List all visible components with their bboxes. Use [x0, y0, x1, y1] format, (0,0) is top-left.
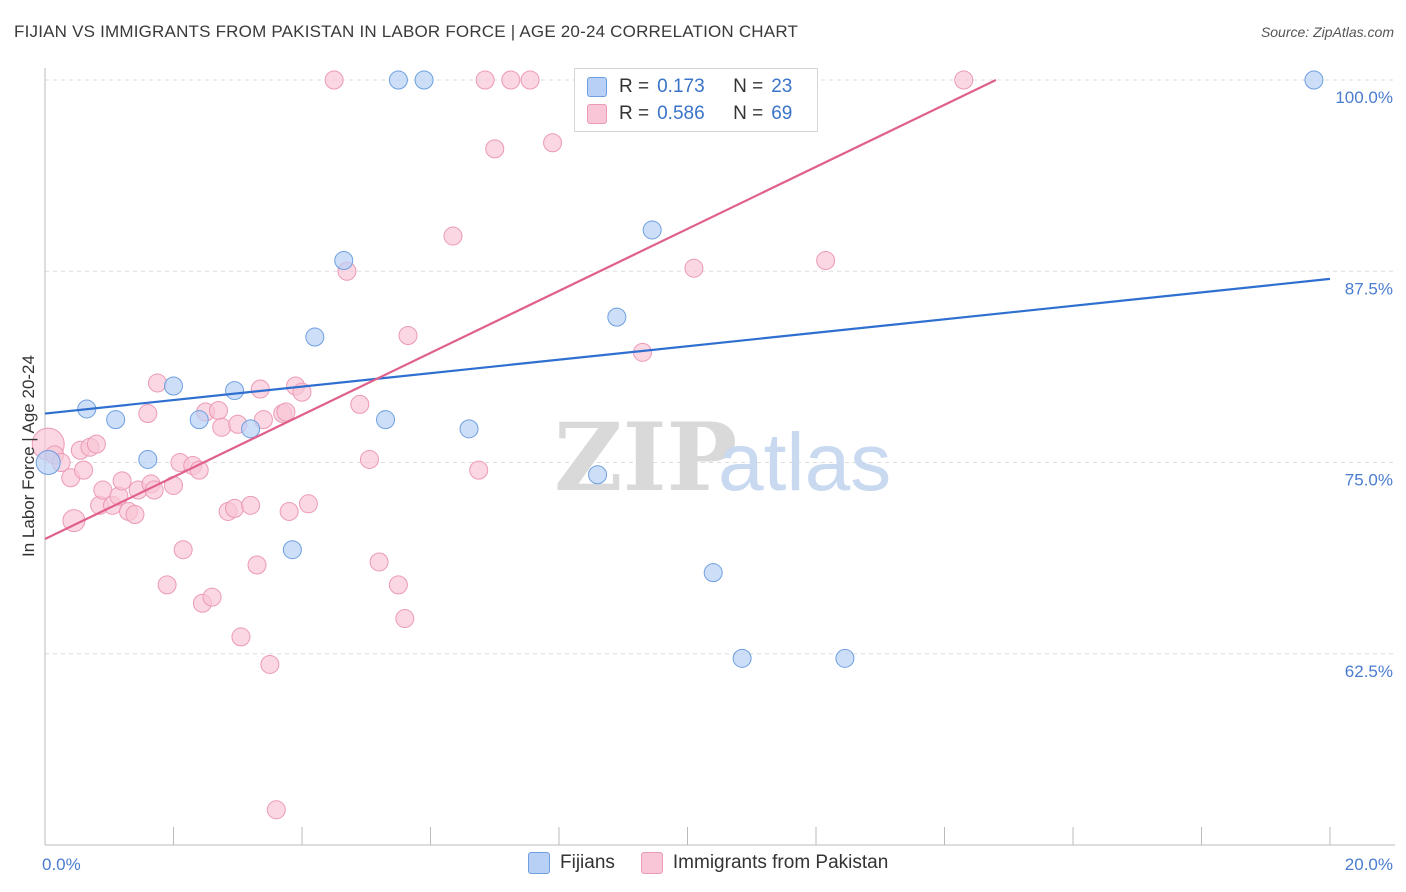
fijian-point[interactable] — [835, 648, 855, 668]
fijian-point[interactable] — [334, 251, 354, 271]
y-tick-label: 75.0% — [1345, 471, 1393, 490]
pakistan-point[interactable] — [298, 494, 318, 514]
pakistan-point[interactable] — [816, 251, 836, 271]
pakistan-point[interactable] — [138, 404, 158, 424]
n-label: N = — [733, 76, 764, 97]
pakistan-point[interactable] — [225, 498, 245, 518]
pakistan-point[interactable] — [157, 575, 177, 595]
source-label: Source: ZipAtlas.com — [1260, 24, 1394, 40]
fijian-point[interactable] — [189, 410, 209, 430]
fijian-point[interactable] — [106, 410, 126, 430]
watermark: ZIP atlas — [554, 403, 891, 513]
pakistan-point[interactable] — [202, 587, 222, 607]
pakistan-point[interactable] — [266, 800, 286, 820]
pakistan-point[interactable] — [74, 460, 94, 480]
fijian-point[interactable] — [607, 307, 627, 327]
y-tick-label: 87.5% — [1345, 279, 1393, 298]
pakistan-point[interactable] — [475, 70, 495, 90]
fijian-point[interactable] — [642, 220, 662, 240]
pakistan-swatch — [587, 104, 607, 124]
pakistan-point[interactable] — [86, 434, 106, 454]
n-value: 69 — [771, 103, 793, 124]
legend-label-fijians: Fijians — [560, 852, 615, 873]
legend-item-pakistan[interactable]: Immigrants from Pakistan — [640, 852, 889, 874]
fijian-point[interactable] — [459, 419, 479, 439]
x-tick-label: 0.0% — [42, 855, 81, 874]
pakistan-point[interactable] — [684, 258, 704, 278]
fijian-point[interactable] — [305, 327, 325, 347]
pakistan-point[interactable] — [208, 400, 228, 420]
stats-row-fijians: R = 0.173 N = 23 — [587, 74, 792, 100]
legend-label-pakistan: Immigrants from Pakistan — [672, 852, 889, 873]
series-legend: Fijians Immigrants from Pakistan — [528, 852, 914, 874]
pakistan-point[interactable] — [173, 540, 193, 560]
fijian-point[interactable] — [35, 450, 61, 475]
n-label: N = — [733, 103, 764, 124]
y-tick-label: 62.5% — [1345, 662, 1393, 681]
fijian-point[interactable] — [225, 381, 245, 401]
pakistan-point[interactable] — [260, 654, 280, 674]
pakistan-point[interactable] — [93, 480, 113, 500]
r-value: 0.586 — [657, 103, 705, 124]
pakistan-point[interactable] — [212, 417, 232, 437]
y-tick-label: 100.0% — [1335, 88, 1393, 107]
fijian-trend-line — [44, 277, 1331, 415]
watermark-zip: ZIP — [554, 403, 737, 513]
fijians-swatch — [528, 852, 550, 874]
fijian-point[interactable] — [282, 540, 302, 560]
pakistan-point[interactable] — [520, 70, 540, 90]
pakistan-point[interactable] — [125, 505, 145, 525]
fijian-point[interactable] — [588, 465, 608, 485]
fijian-point[interactable] — [388, 70, 408, 90]
pakistan-swatch — [640, 852, 663, 874]
pakistan-point[interactable] — [469, 460, 489, 480]
pakistan-point[interactable] — [350, 394, 370, 414]
pakistan-point[interactable] — [253, 410, 273, 430]
pakistan-point[interactable] — [324, 70, 344, 90]
pakistan-point[interactable] — [231, 627, 251, 647]
fijian-point[interactable] — [1304, 70, 1324, 90]
pakistan-point[interactable] — [388, 575, 408, 595]
pakistan-point[interactable] — [398, 326, 418, 346]
pakistan-point[interactable] — [147, 373, 167, 393]
pakistan-point[interactable] — [247, 555, 267, 575]
fijian-point[interactable] — [241, 419, 261, 439]
watermark-atlas: atlas — [718, 417, 891, 508]
pakistan-point[interactable] — [250, 379, 270, 399]
pakistan-point[interactable] — [276, 402, 296, 422]
fijian-point[interactable] — [703, 563, 723, 583]
r-label: R = — [619, 76, 650, 97]
pakistan-point[interactable] — [543, 133, 563, 153]
pakistan-point[interactable] — [279, 501, 299, 521]
stats-row-pakistan: R = 0.586 N = 69 — [587, 101, 792, 127]
x-tick-label: 20.0% — [1345, 855, 1393, 874]
fijian-point[interactable] — [376, 410, 396, 430]
fijian-point[interactable] — [164, 376, 183, 396]
stats-legend: R = 0.173 N = 23 R = 0.586 N = 69 — [574, 68, 818, 132]
n-value: 23 — [771, 76, 793, 97]
fijians-swatch — [587, 77, 607, 97]
fijian-point[interactable] — [732, 648, 752, 668]
pakistan-point[interactable] — [359, 449, 379, 469]
pakistan-point[interactable] — [501, 70, 521, 90]
pakistan-point[interactable] — [369, 552, 389, 572]
r-label: R = — [619, 103, 650, 124]
pakistan-point[interactable] — [112, 471, 132, 491]
pakistan-point[interactable] — [954, 70, 974, 90]
pakistan-point[interactable] — [241, 495, 261, 515]
legend-item-fijians[interactable]: Fijians — [528, 852, 615, 874]
pakistan-point[interactable] — [485, 139, 505, 159]
pakistan-point[interactable] — [395, 609, 415, 629]
fijian-point[interactable] — [414, 70, 434, 90]
r-value: 0.173 — [657, 76, 705, 97]
pakistan-trend-line — [44, 79, 997, 540]
chart-title: FIJIAN VS IMMIGRANTS FROM PAKISTAN IN LA… — [14, 22, 799, 41]
y-axis-label: In Labor Force | Age 20-24 — [19, 355, 38, 557]
fijian-point[interactable] — [138, 449, 158, 469]
pakistan-point[interactable] — [443, 226, 463, 246]
